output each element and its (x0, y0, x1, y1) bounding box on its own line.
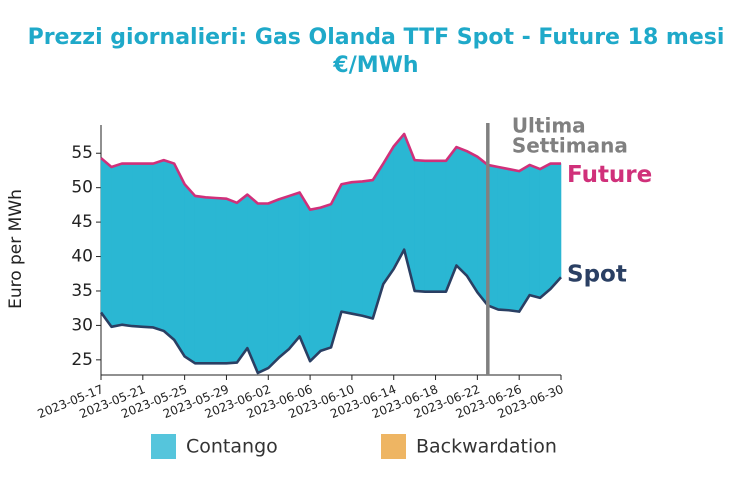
spread-area (205, 196, 217, 364)
spread-area (142, 163, 154, 328)
legend-label: Backwardation (416, 436, 557, 458)
spread-area (518, 164, 530, 313)
spread-area (351, 181, 363, 317)
spread-area (424, 160, 436, 292)
spread-area (215, 197, 227, 364)
spread-area (414, 159, 426, 292)
annotation-text: Settimana (512, 134, 628, 158)
spread-area (100, 157, 112, 328)
spread-area (121, 163, 133, 327)
legend-swatch (151, 434, 176, 459)
y-tick-label: 45 (71, 212, 93, 232)
spread-area (372, 162, 384, 319)
legend-swatch (381, 434, 406, 459)
annotation-text: Ultima (512, 114, 586, 138)
spread-area (111, 163, 123, 328)
spread-area (299, 191, 311, 362)
spread-area (247, 193, 259, 374)
spread-area (539, 163, 551, 299)
series-label: Spot (567, 262, 627, 288)
chart-subtitle: €/MWh (332, 53, 418, 78)
series-label: Future (567, 162, 652, 188)
spread-area (236, 193, 248, 364)
spread-area (456, 146, 468, 277)
spread-area (382, 145, 395, 286)
y-tick-label: 40 (71, 247, 93, 267)
y-tick-label: 55 (71, 143, 93, 163)
spread-area (132, 163, 144, 328)
legend-label: Contango (186, 436, 278, 458)
spread-area (497, 166, 510, 311)
spread-area (341, 181, 353, 315)
spread-area (267, 198, 280, 369)
y-axis-label: Euro per MWh (6, 189, 26, 309)
spread-area (226, 198, 238, 364)
series-line (99, 248, 562, 375)
spread-area (529, 164, 541, 299)
spread-area (152, 159, 165, 332)
series-line (100, 132, 561, 212)
spread-area (257, 203, 269, 374)
spread-area (362, 179, 374, 319)
spread-area (435, 160, 447, 292)
spread-area (278, 195, 290, 359)
spread-area (163, 159, 175, 341)
spread-area (309, 207, 321, 362)
spread-area (330, 184, 342, 348)
spread-area (550, 163, 562, 290)
y-tick-label: 50 (71, 178, 93, 198)
spread-area (288, 192, 300, 350)
spread-area (393, 133, 405, 270)
spread-area (184, 183, 196, 364)
chart-title: Prezzi giornalieri: Gas Olanda TTF Spot … (28, 25, 725, 50)
y-tick-label: 35 (71, 281, 93, 301)
spread-area (173, 163, 185, 358)
spread-area (508, 168, 520, 312)
y-tick-label: 30 (71, 315, 93, 335)
spread-area (194, 195, 206, 364)
spread-area (320, 203, 332, 352)
spread-area (466, 150, 478, 294)
y-tick-label: 25 (71, 350, 93, 370)
